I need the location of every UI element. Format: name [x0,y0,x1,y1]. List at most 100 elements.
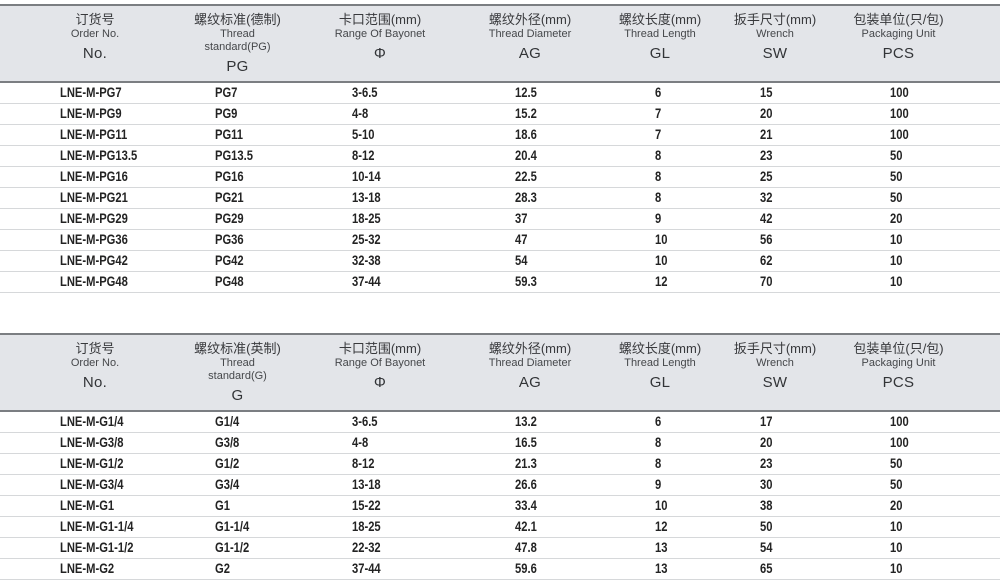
cell-order-no: LNE-M-PG29 [0,208,190,230]
cell-value: 5-10 [352,126,375,142]
cell-packaging-unit: 50 [835,474,1000,496]
cell-order-no: LNE-M-PG16 [0,166,190,188]
cell-value: 50 [890,476,903,492]
cell-thread-length: 10 [605,250,715,272]
cell-bayonet-range: 3-6.5 [305,411,455,433]
cell-thread-length: 8 [605,432,715,454]
cell-wrench-size: 62 [715,250,835,272]
cell-bayonet-range: 37-44 [305,558,455,580]
header-label-cn: 订货号 [75,341,115,356]
cell-bayonet-range: 15-22 [305,495,455,517]
cell-value: G1-1/4 [215,518,250,534]
cell-value: 8 [655,168,662,184]
cell-wrench-size: 20 [715,103,835,125]
cell-value: PG42 [215,252,244,268]
header-label-en: Thread standard(PG) [204,28,271,53]
cell-value: 50 [890,189,903,205]
cell-wrench-size: 54 [715,537,835,559]
cell-thread-diameter: 47 [455,229,605,251]
header-label-code: AG [518,374,542,391]
header-thread-standard: 螺纹标准(英制) Thread standard(G) G [190,333,305,412]
cell-value: G3/4 [215,476,240,492]
cell-value: 18-25 [352,518,381,534]
cell-thread-standard: PG36 [190,229,305,251]
cell-order-no: LNE-M-PG36 [0,229,190,251]
header-label-en: Thread standard(G) [208,357,267,382]
cell-packaging-unit: 100 [835,411,1000,433]
cell-value: 17 [760,413,773,429]
header-label-en: Thread Diameter [488,357,572,369]
cell-wrench-size: 25 [715,166,835,188]
cell-wrench-size: 21 [715,124,835,146]
cell-thread-standard: PG13.5 [190,145,305,167]
header-label-code: SW [762,45,788,62]
header-label-en: Wrench [756,357,794,369]
cell-order-no: LNE-M-G3/4 [0,474,190,496]
cell-value: LNE-M-G1-1/2 [60,539,134,555]
header-label-code: SW [762,374,788,391]
cell-value: LNE-M-PG48 [60,273,128,289]
cell-value: PG48 [215,273,244,289]
cell-value: 54 [760,539,773,555]
cell-value: LNE-M-G1 [60,497,115,513]
cell-value: 26.6 [515,476,537,492]
cell-value: G1/4 [215,413,240,429]
cell-order-no: LNE-M-G3/8 [0,432,190,454]
cell-thread-diameter: 28.3 [455,187,605,209]
cell-value: LNE-M-G1/4 [60,413,124,429]
header-label-cn: 螺纹外径(mm) [488,12,572,27]
cell-value: LNE-M-PG9 [60,105,122,121]
header-label-code: No. [82,374,108,391]
cell-wrench-size: 42 [715,208,835,230]
header-row: 订货号 Order No. No. 螺纹标准(英制) Thread standa… [0,333,1000,412]
cell-value: 32 [760,189,773,205]
cell-value: 100 [890,434,909,450]
cell-thread-length: 12 [605,516,715,538]
cell-value: 33.4 [515,497,537,513]
cell-thread-standard: G1 [190,495,305,517]
cell-value: 15-22 [352,497,381,513]
cell-value: 8 [655,455,662,471]
cell-value: 12 [655,518,668,534]
cell-wrench-size: 65 [715,558,835,580]
header-label-code: GL [649,45,671,62]
cell-packaging-unit: 100 [835,124,1000,146]
cell-value: 59.6 [515,560,537,576]
header-label-code: PCS [882,45,915,62]
cell-value: PG16 [215,168,244,184]
cell-thread-length: 12 [605,271,715,293]
cell-bayonet-range: 8-12 [305,145,455,167]
cell-value: 38 [760,497,773,513]
cell-wrench-size: 70 [715,271,835,293]
cell-packaging-unit: 20 [835,208,1000,230]
header-label-en: Range Of Bayonet [334,28,426,40]
cell-order-no: LNE-M-G1/2 [0,453,190,475]
cell-value: 7 [655,126,662,142]
cell-order-no: LNE-M-PG48 [0,271,190,293]
cell-thread-standard: G3/8 [190,432,305,454]
cell-thread-standard: G1-1/2 [190,537,305,559]
cell-packaging-unit: 50 [835,145,1000,167]
cell-value: 42.1 [515,518,537,534]
cell-wrench-size: 15 [715,82,835,104]
table-row: LNE-M-G1-1/4 G1-1/4 18-25 42.1 12 50 10 [0,516,1000,538]
header-label-en: Thread Length [624,28,696,40]
cell-value: 37-44 [352,560,381,576]
header-order-no: 订货号 Order No. No. [0,4,190,83]
cell-thread-diameter: 12.5 [455,82,605,104]
cell-value: 8 [655,189,662,205]
cell-value: 8-12 [352,455,375,471]
cell-packaging-unit: 50 [835,187,1000,209]
cell-value: 15.2 [515,105,537,121]
cell-value: 62 [760,252,773,268]
cell-thread-diameter: 15.2 [455,103,605,125]
header-label-cn: 包装单位(只/包) [853,12,944,27]
cell-wrench-size: 17 [715,411,835,433]
cell-value: 16.5 [515,434,537,450]
header-label-cn: 扳手尺寸(mm) [733,12,817,27]
cell-value: 9 [655,210,662,226]
cell-value: LNE-M-G2 [60,560,115,576]
cell-order-no: LNE-M-G1 [0,495,190,517]
cell-value: 56 [760,231,773,247]
cell-value: LNE-M-G1/2 [60,455,124,471]
